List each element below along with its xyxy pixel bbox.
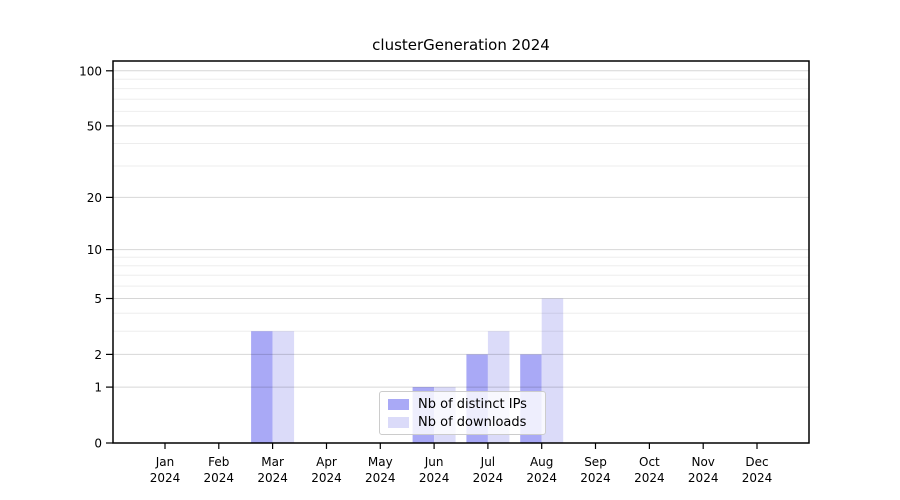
x-tick-label-year: 2024 xyxy=(742,471,773,485)
chart-title: clusterGeneration 2024 xyxy=(372,36,550,54)
x-tick-label-year: 2024 xyxy=(150,471,181,485)
x-tick-label-month: Jan xyxy=(155,455,175,469)
y-tick-label: 10 xyxy=(87,243,102,257)
x-tick-label-month: Nov xyxy=(691,455,714,469)
x-tick-label-year: 2024 xyxy=(419,471,450,485)
y-tick-label: 1 xyxy=(94,381,102,395)
x-tick-label-year: 2024 xyxy=(688,471,719,485)
legend-swatch-distinct-ips xyxy=(388,398,409,410)
x-tick-label-year: 2024 xyxy=(526,471,557,485)
x-tick-label-month: Apr xyxy=(316,455,337,469)
x-tick-label-month: Oct xyxy=(639,455,660,469)
x-tick-label-month: Jul xyxy=(480,455,495,469)
bar xyxy=(272,331,295,443)
legend-entry-downloads: Nb of downloads xyxy=(388,415,545,430)
x-tick-label-year: 2024 xyxy=(257,471,288,485)
legend: Nb of distinct IPs Nb of downloads xyxy=(379,391,546,435)
y-tick-label: 5 xyxy=(94,292,102,306)
y-tick-label: 20 xyxy=(87,191,102,205)
x-tick-label-month: Aug xyxy=(530,455,553,469)
x-tick-label-month: Jun xyxy=(424,455,444,469)
legend-swatch-downloads xyxy=(388,416,409,428)
x-tick-label-year: 2024 xyxy=(311,471,342,485)
x-tick-label-month: Sep xyxy=(584,455,607,469)
bar xyxy=(541,298,564,443)
axes-spines xyxy=(112,60,810,444)
x-tick-label-year: 2024 xyxy=(580,471,611,485)
x-tick-label-month: Feb xyxy=(208,455,229,469)
x-tick-label-year: 2024 xyxy=(634,471,665,485)
legend-entry-distinct-ips: Nb of distinct IPs xyxy=(388,397,545,412)
y-tick-label: 2 xyxy=(94,348,102,362)
y-tick-label: 50 xyxy=(87,119,102,133)
y-tick-label: 100 xyxy=(79,64,102,78)
bar xyxy=(251,331,273,443)
x-tick-label-month: May xyxy=(368,455,393,469)
x-tick-label-year: 2024 xyxy=(473,471,504,485)
x-tick-label-month: Mar xyxy=(261,455,284,469)
x-tick-label-year: 2024 xyxy=(365,471,396,485)
x-tick-label-month: Dec xyxy=(745,455,768,469)
legend-label-downloads: Nb of downloads xyxy=(418,414,527,430)
legend-label-distinct-ips: Nb of distinct IPs xyxy=(418,396,527,412)
x-tick-label-year: 2024 xyxy=(204,471,235,485)
y-tick-label: 0 xyxy=(94,437,102,451)
